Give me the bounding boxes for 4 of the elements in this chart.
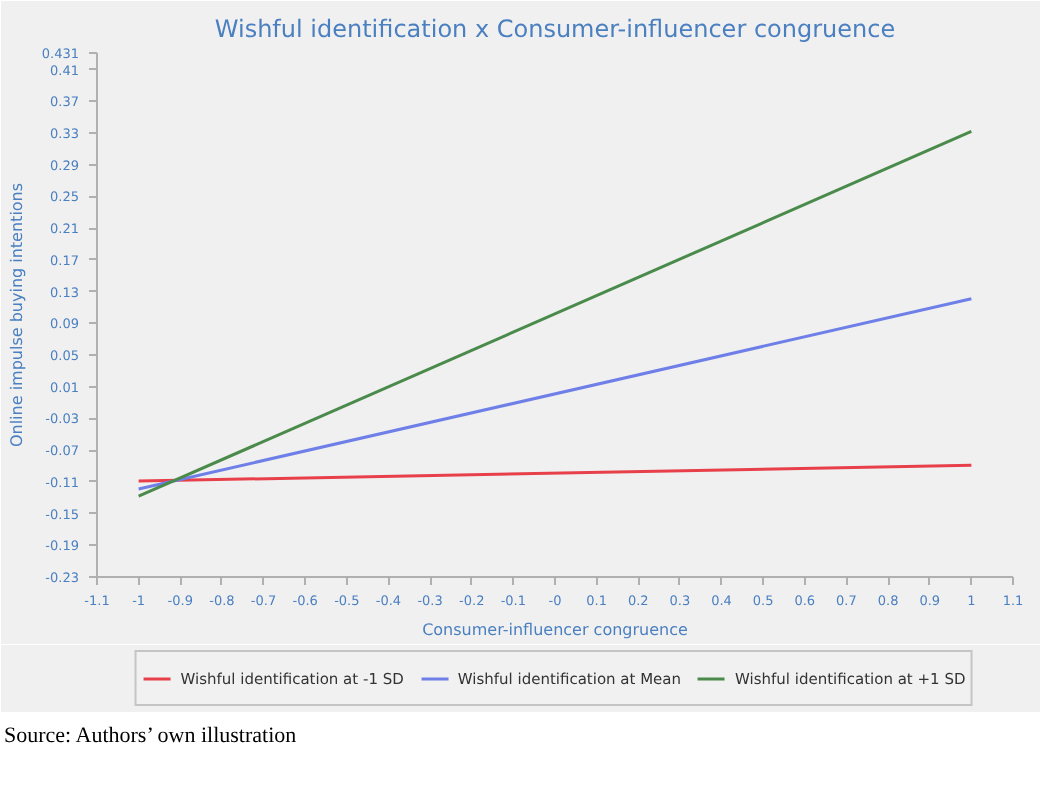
source-note: Source: Authors’ own illustration [4, 722, 297, 752]
x-axis-title: Consumer-influencer congruence [422, 621, 688, 639]
chart-title: Wishful identification x Consumer-influencer congruence [214, 15, 896, 43]
y-axis-title: Online impulse buying intentions [7, 182, 26, 448]
